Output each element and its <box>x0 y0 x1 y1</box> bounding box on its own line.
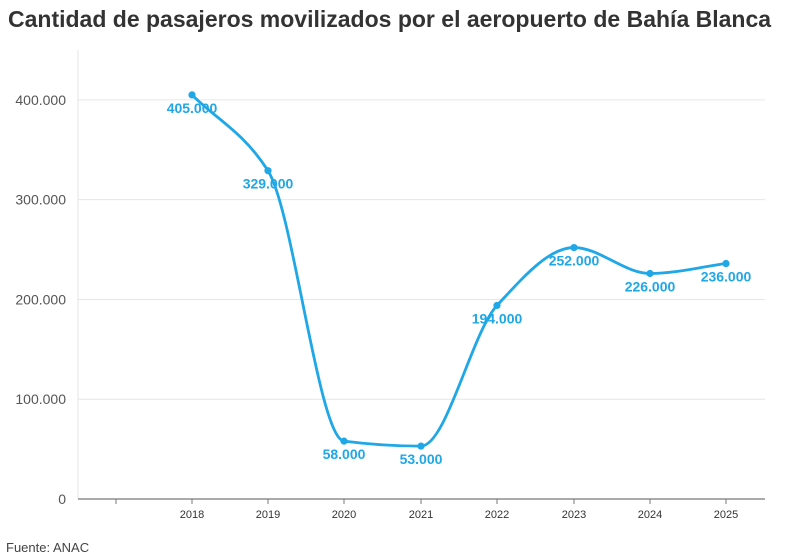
y-tick-label: 300.000 <box>15 192 66 208</box>
data-label: 53.000 <box>400 451 443 467</box>
x-tick-label: 2024 <box>638 509 662 521</box>
x-axis: 2018 2019 2020 2021 2022 2023 2024 2025 <box>78 498 765 521</box>
data-label: 194.000 <box>472 310 523 326</box>
y-tick-label: 200.000 <box>15 291 66 307</box>
data-label: 252.000 <box>549 253 600 269</box>
data-label: 236.000 <box>701 269 752 285</box>
data-points <box>188 91 730 450</box>
x-tick-label: 2020 <box>332 509 356 521</box>
data-label: 58.000 <box>323 446 366 462</box>
data-point <box>340 437 348 445</box>
x-tick-label: 2018 <box>180 509 204 521</box>
source-note: Fuente: ANAC <box>6 540 90 555</box>
y-tick-label: 0 <box>58 491 66 507</box>
data-point <box>493 301 501 310</box>
data-labels: 405.000 329.000 58.000 53.000 194.000 252.000… <box>167 100 752 467</box>
y-tick-label: 400.000 <box>15 92 66 108</box>
data-label: 329.000 <box>243 176 294 192</box>
data-point <box>646 269 654 278</box>
series-path <box>190 93 728 448</box>
chart-title: Cantidad de pasajeros movilizados por el… <box>8 6 772 32</box>
grid-lines <box>78 99 765 400</box>
data-point <box>188 91 196 99</box>
series-line <box>190 93 728 448</box>
x-tick-label: 2022 <box>485 509 509 521</box>
y-axis: 0 100.000 200.000 300.000 400.000 <box>15 50 79 507</box>
x-tick-label: 2023 <box>562 509 586 521</box>
data-label: 405.000 <box>167 100 218 116</box>
y-tick-label: 100.000 <box>15 391 66 407</box>
data-label: 226.000 <box>625 279 676 295</box>
x-tick-label: 2019 <box>256 509 280 521</box>
data-point <box>264 167 272 175</box>
data-point <box>570 243 578 252</box>
x-tick-label: 2021 <box>409 509 433 521</box>
data-point <box>417 442 425 450</box>
x-tick-label: 2025 <box>714 509 738 521</box>
data-point <box>722 259 730 268</box>
